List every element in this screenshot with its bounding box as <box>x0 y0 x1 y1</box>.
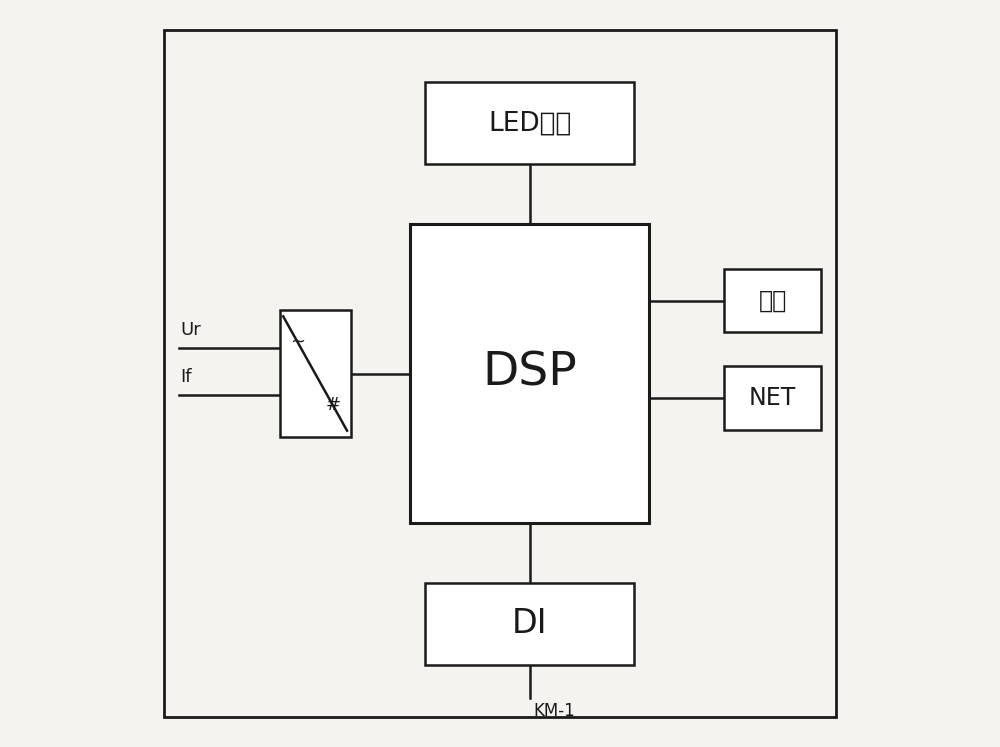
Text: NET: NET <box>749 385 796 410</box>
Text: DI: DI <box>512 607 548 640</box>
Bar <box>280 310 351 437</box>
Bar <box>425 82 634 164</box>
Text: Ur: Ur <box>180 321 201 339</box>
Bar <box>724 269 821 332</box>
Text: LED显示: LED显示 <box>488 111 572 136</box>
Text: 串口: 串口 <box>759 288 787 313</box>
Bar <box>425 583 634 665</box>
Text: #: # <box>325 396 340 415</box>
Text: If: If <box>180 368 192 386</box>
Text: ~: ~ <box>290 332 305 351</box>
Text: DSP: DSP <box>483 351 577 396</box>
Bar <box>724 366 821 430</box>
Text: KM-1: KM-1 <box>534 702 575 720</box>
Bar <box>410 224 649 523</box>
